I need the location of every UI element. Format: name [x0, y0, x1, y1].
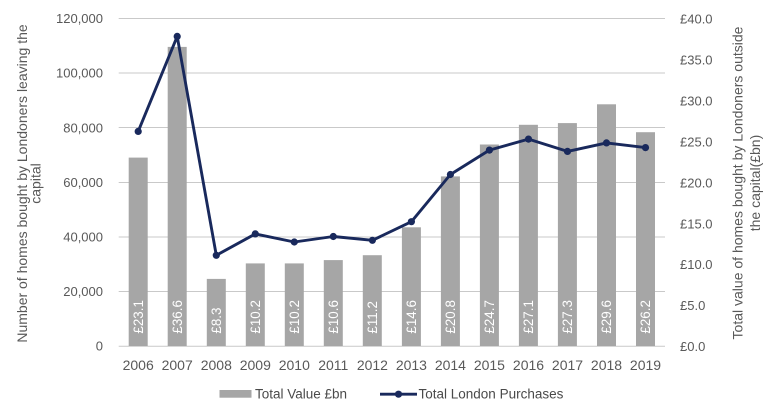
svg-text:0: 0	[96, 339, 103, 354]
svg-text:£8.3: £8.3	[209, 308, 224, 334]
svg-text:40,000: 40,000	[63, 229, 103, 244]
svg-text:2018: 2018	[591, 357, 622, 373]
svg-text:£14.6: £14.6	[404, 300, 419, 334]
svg-text:£15.0: £15.0	[680, 216, 713, 231]
svg-text:£26.2: £26.2	[638, 300, 653, 334]
svg-text:the capital(£bn): the capital(£bn)	[747, 135, 763, 232]
svg-text:£27.1: £27.1	[521, 300, 536, 334]
svg-text:2019: 2019	[630, 357, 661, 373]
svg-text:100,000: 100,000	[56, 66, 103, 81]
svg-text:Total value of homes bought by: Total value of homes bought by Londoners…	[730, 26, 746, 339]
svg-text:2013: 2013	[396, 357, 427, 373]
svg-text:2017: 2017	[552, 357, 583, 373]
svg-text:£20.0: £20.0	[680, 175, 713, 190]
svg-text:Total Value £bn: Total Value £bn	[255, 387, 347, 402]
svg-text:£30.0: £30.0	[680, 93, 713, 108]
svg-text:£24.7: £24.7	[482, 300, 497, 334]
svg-text:2014: 2014	[435, 357, 466, 373]
svg-text:capital: capital	[28, 163, 44, 203]
svg-text:£10.6: £10.6	[326, 300, 341, 334]
svg-text:2008: 2008	[201, 357, 232, 373]
svg-text:£29.6: £29.6	[599, 300, 614, 334]
svg-text:2006: 2006	[123, 357, 154, 373]
svg-text:£11.2: £11.2	[365, 301, 380, 334]
svg-text:80,000: 80,000	[63, 120, 103, 135]
svg-text:Total London Purchases: Total London Purchases	[419, 387, 564, 402]
svg-text:2010: 2010	[279, 357, 310, 373]
svg-text:£20.8: £20.8	[443, 300, 458, 334]
svg-text:120,000: 120,000	[56, 11, 103, 26]
svg-text:£10.0: £10.0	[680, 257, 713, 272]
svg-text:£10.2: £10.2	[248, 300, 263, 334]
svg-text:£27.3: £27.3	[560, 300, 575, 334]
svg-text:£0.0: £0.0	[680, 339, 705, 354]
svg-text:Number of homes bought by Lond: Number of homes bought by Londoners leav…	[14, 24, 30, 343]
svg-text:2015: 2015	[474, 357, 505, 373]
svg-text:£23.1: £23.1	[131, 300, 146, 334]
svg-text:2011: 2011	[318, 357, 348, 373]
svg-text:2007: 2007	[162, 357, 193, 373]
svg-text:20,000: 20,000	[63, 284, 103, 299]
svg-text:£25.0: £25.0	[680, 134, 713, 149]
svg-text:2016: 2016	[513, 357, 544, 373]
svg-text:60,000: 60,000	[63, 175, 103, 190]
svg-text:2012: 2012	[357, 357, 388, 373]
svg-text:£35.0: £35.0	[680, 53, 713, 68]
svg-text:£36.6: £36.6	[170, 300, 185, 334]
svg-text:£40.0: £40.0	[680, 12, 713, 27]
svg-text:2009: 2009	[240, 357, 271, 373]
svg-text:£5.0: £5.0	[680, 298, 705, 313]
svg-text:£10.2: £10.2	[287, 300, 302, 334]
